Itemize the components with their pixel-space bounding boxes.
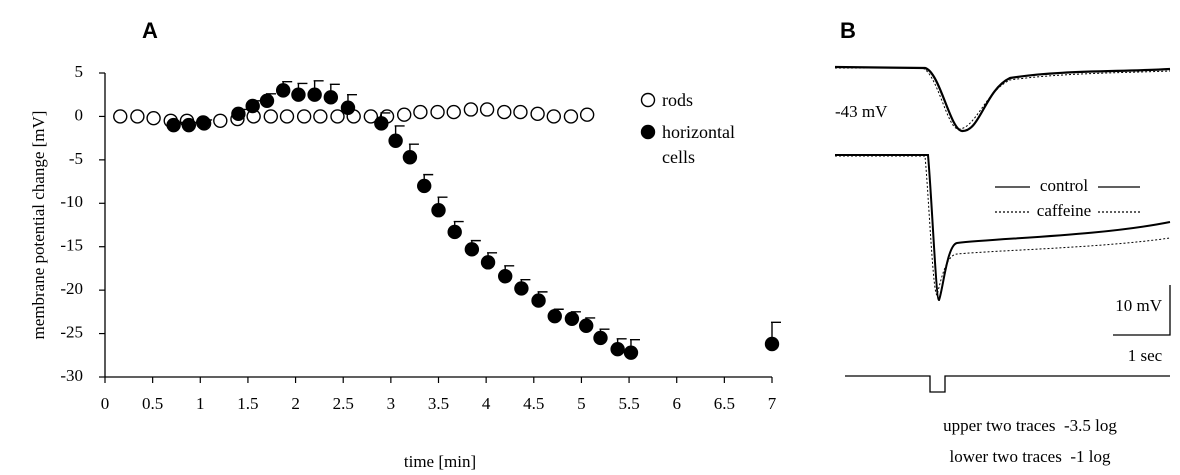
x-tick-label: 1.5 bbox=[237, 394, 258, 413]
data-point bbox=[259, 93, 275, 108]
data-point bbox=[764, 336, 780, 352]
data-point bbox=[498, 269, 513, 284]
data-point bbox=[447, 224, 462, 240]
y-tick-label: 0 bbox=[75, 105, 84, 124]
data-point bbox=[388, 133, 403, 148]
data-point bbox=[291, 87, 306, 102]
x-tick-label: 7 bbox=[768, 394, 777, 413]
x-tick-label: 2.5 bbox=[333, 394, 354, 413]
y-tick-label: -10 bbox=[60, 192, 83, 211]
data-point bbox=[363, 109, 379, 124]
scale-voltage: 10 mV bbox=[1115, 296, 1162, 315]
data-point bbox=[513, 104, 528, 120]
data-point bbox=[564, 311, 580, 327]
data-point bbox=[546, 109, 561, 124]
legend-label: control bbox=[1040, 176, 1088, 195]
data-point bbox=[531, 293, 546, 308]
x-tick-label: 0.5 bbox=[142, 394, 163, 413]
data-point bbox=[579, 107, 595, 122]
data-point bbox=[514, 281, 529, 296]
legend-label: caffeine bbox=[1037, 201, 1091, 220]
data-point bbox=[146, 110, 161, 126]
data-point bbox=[547, 309, 562, 324]
scale-time: 1 sec bbox=[1128, 346, 1163, 365]
panel-label: B bbox=[840, 18, 856, 43]
data-point bbox=[330, 109, 345, 124]
data-point bbox=[578, 318, 594, 333]
y-tick-label: -20 bbox=[60, 279, 83, 298]
data-point bbox=[279, 109, 295, 124]
data-point bbox=[340, 100, 356, 115]
data-point bbox=[113, 109, 128, 124]
data-point bbox=[497, 104, 512, 120]
data-point bbox=[413, 104, 428, 120]
x-tick-label: 6.5 bbox=[714, 394, 735, 413]
data-point bbox=[464, 242, 480, 257]
x-tick-label: 6 bbox=[672, 394, 681, 413]
legend-marker bbox=[640, 124, 656, 140]
data-point bbox=[213, 113, 228, 128]
data-point bbox=[431, 203, 446, 218]
data-point bbox=[307, 87, 322, 102]
data-point bbox=[296, 109, 312, 124]
data-point bbox=[417, 178, 432, 194]
data-point bbox=[323, 90, 339, 105]
x-axis-label: time [min] bbox=[404, 452, 476, 471]
data-point bbox=[245, 98, 260, 114]
resting-potential: -43 mV bbox=[835, 102, 888, 121]
data-point bbox=[563, 109, 579, 124]
note: upper two traces -3.5 log bbox=[943, 416, 1117, 435]
data-point bbox=[480, 255, 496, 270]
data-point bbox=[166, 117, 181, 133]
data-point bbox=[479, 102, 495, 117]
y-axis-label: membrane potential change [mV] bbox=[29, 111, 48, 340]
legend-label: rods bbox=[662, 90, 693, 110]
x-tick-label: 4.5 bbox=[523, 394, 544, 413]
y-tick-label: -5 bbox=[69, 149, 83, 168]
x-tick-label: 3.5 bbox=[428, 394, 449, 413]
data-point bbox=[463, 102, 479, 117]
x-tick-label: 3 bbox=[387, 394, 396, 413]
x-tick-label: 1 bbox=[196, 394, 205, 413]
x-tick-label: 5.5 bbox=[618, 394, 639, 413]
data-point bbox=[430, 104, 445, 120]
x-tick-label: 0 bbox=[101, 394, 110, 413]
traces bbox=[834, 65, 1171, 393]
y-tick-label: 5 bbox=[75, 62, 84, 81]
x-tick-label: 4 bbox=[482, 394, 491, 413]
legend-label: horizontal cells bbox=[662, 122, 735, 167]
data-point bbox=[402, 150, 418, 165]
data-point bbox=[610, 342, 625, 357]
y-tick-label: -25 bbox=[60, 322, 83, 341]
data-point bbox=[181, 117, 197, 133]
data-point bbox=[530, 106, 545, 122]
data-point bbox=[623, 345, 639, 360]
note: lower two traces -1 log bbox=[950, 447, 1111, 466]
legend-marker bbox=[640, 92, 656, 108]
data-point bbox=[275, 83, 291, 98]
y-tick-label: -30 bbox=[60, 366, 83, 385]
x-tick-label: 5 bbox=[577, 394, 586, 413]
data-point bbox=[374, 116, 389, 131]
data-point bbox=[263, 109, 278, 124]
x-tick-label: 2 bbox=[291, 394, 300, 413]
data-point bbox=[446, 104, 461, 120]
data-point bbox=[231, 106, 246, 122]
data-point bbox=[195, 115, 211, 130]
data-point bbox=[130, 109, 145, 124]
data-point bbox=[396, 107, 412, 122]
data-point bbox=[313, 109, 328, 124]
panel-label: A bbox=[142, 18, 158, 43]
y-tick-label: -15 bbox=[60, 236, 83, 255]
data-point bbox=[593, 330, 608, 346]
